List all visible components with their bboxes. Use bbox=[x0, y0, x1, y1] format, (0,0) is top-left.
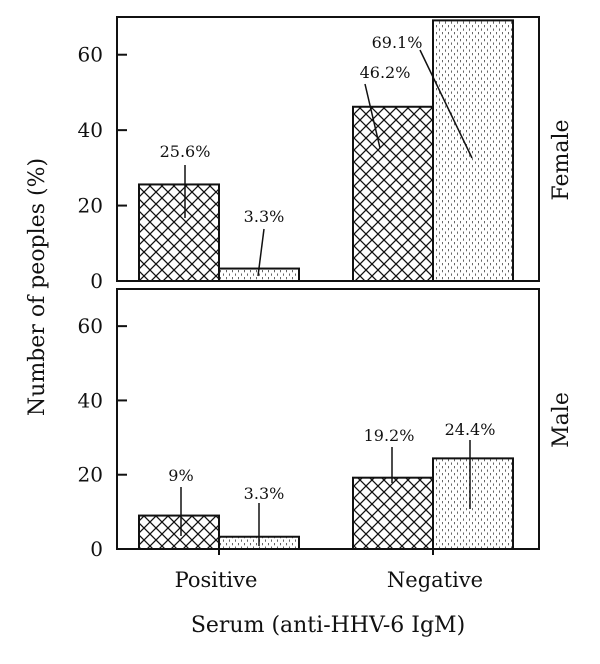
panel-label-male: Male bbox=[549, 392, 574, 448]
y-tick-label: 20 bbox=[78, 463, 103, 487]
data-label: 69.1% bbox=[372, 33, 423, 52]
y-tick-label: 0 bbox=[90, 537, 103, 561]
data-label: 19.2% bbox=[364, 426, 415, 445]
data-label: 46.2% bbox=[360, 63, 411, 82]
panel-label-female: Female bbox=[549, 119, 574, 200]
panel-frame-male bbox=[116, 288, 540, 550]
data-label-leader bbox=[419, 49, 473, 159]
y-tick-label: 40 bbox=[78, 388, 103, 412]
data-label: 9% bbox=[168, 466, 193, 485]
panel-frame-female bbox=[116, 16, 540, 282]
y-tick-label: 0 bbox=[90, 269, 103, 293]
y-tick-label: 40 bbox=[78, 118, 103, 142]
bar-male-negative-dotted bbox=[432, 457, 514, 550]
bar-male-negative-crosshatch bbox=[352, 476, 434, 550]
y-tick-label: 20 bbox=[78, 194, 103, 218]
data-label-leader bbox=[257, 228, 265, 277]
category-label-negative: Negative bbox=[387, 568, 483, 592]
x-axis-title: Serum (anti-HHV-6 IgM) bbox=[191, 613, 465, 638]
data-label: 3.3% bbox=[244, 207, 285, 226]
data-label: 25.6% bbox=[160, 142, 211, 161]
bar-female-positive-crosshatch bbox=[138, 183, 220, 282]
y-tick-label: 60 bbox=[78, 43, 103, 67]
bar-female-negative-crosshatch bbox=[352, 105, 434, 283]
y-tick-label: 60 bbox=[78, 314, 103, 338]
y-axis-title: Number of peoples (%) bbox=[25, 158, 50, 416]
bar-male-positive-crosshatch bbox=[138, 514, 220, 550]
data-label-leader bbox=[364, 83, 381, 149]
data-label: 3.3% bbox=[244, 484, 285, 503]
data-label: 24.4% bbox=[445, 420, 496, 439]
bar-female-negative-dotted bbox=[432, 19, 514, 282]
chart-marks: 0 20 40 60 25.6% 46.2% 3.3% 69.1% 0 20 40 60 9% 19.2%… bbox=[78, 19, 514, 561]
category-label-positive: Positive bbox=[175, 568, 258, 592]
